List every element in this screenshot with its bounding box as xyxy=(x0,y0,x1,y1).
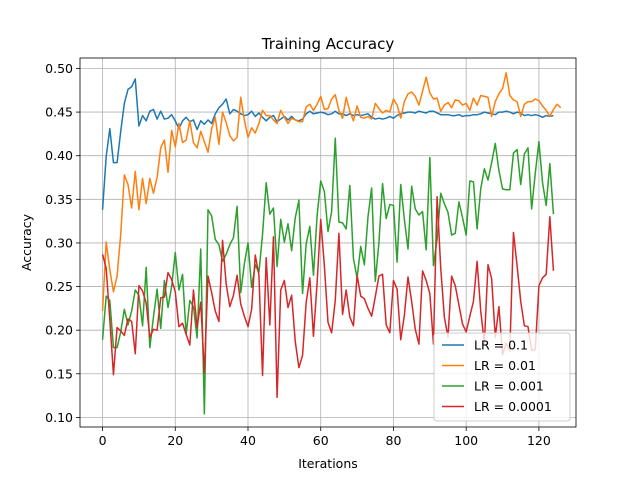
x-tick-label: 80 xyxy=(386,433,402,448)
y-tick-label: 0.20 xyxy=(45,323,73,338)
series-line-2 xyxy=(101,72,562,312)
chart-title: Training Accuracy xyxy=(261,35,395,53)
axis-ticks: 0 20 40 60 80 100 120 0.10 0.15 0.20 0.25 0.30 0.35 0… xyxy=(45,61,551,448)
x-tick-label: 40 xyxy=(240,433,256,448)
y-tick-label: 0.25 xyxy=(45,279,73,294)
grid-lines xyxy=(80,58,576,427)
legend-box xyxy=(433,332,571,422)
series-line-1 xyxy=(101,78,554,210)
x-tick-label: 20 xyxy=(167,433,183,448)
y-axis-title: Accuracy xyxy=(19,213,34,271)
series-line-3 xyxy=(101,137,555,415)
plot-frame xyxy=(79,57,577,428)
y-tick-label: 0.15 xyxy=(45,366,73,381)
legend-label-1: LR = 0.1 xyxy=(474,338,528,353)
legend-label-2: LR = 0.01 xyxy=(474,358,536,373)
legend: LR = 0.1 LR = 0.01 LR = 0.001 LR = 0.0001 xyxy=(433,332,571,422)
y-tick-label: 0.50 xyxy=(45,61,73,76)
y-tick-label: 0.30 xyxy=(45,235,73,250)
x-tick-label: 60 xyxy=(313,433,329,448)
y-tick-label: 0.35 xyxy=(45,192,73,207)
legend-label-3: LR = 0.001 xyxy=(474,379,544,394)
series-lines xyxy=(101,72,562,415)
y-tick-label: 0.40 xyxy=(45,148,73,163)
x-axis-title: Iterations xyxy=(298,456,358,471)
legend-label-4: LR = 0.0001 xyxy=(474,399,552,414)
x-tick-label: 120 xyxy=(527,433,551,448)
x-tick-label: 0 xyxy=(99,433,107,448)
y-tick-label: 0.10 xyxy=(45,410,73,425)
y-tick-label: 0.45 xyxy=(45,105,73,120)
series-line-4 xyxy=(101,195,555,399)
x-tick-label: 100 xyxy=(454,433,478,448)
